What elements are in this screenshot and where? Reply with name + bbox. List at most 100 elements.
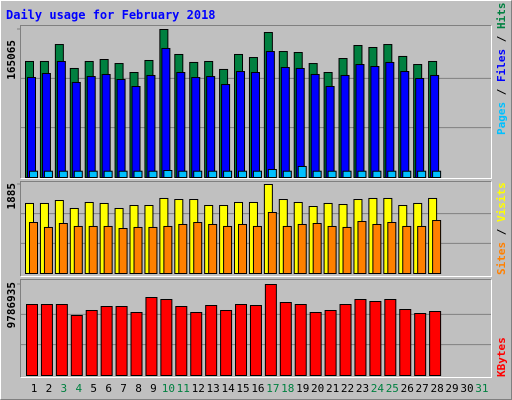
bar	[178, 223, 188, 274]
bar	[58, 222, 68, 274]
bar	[238, 223, 248, 274]
bar	[357, 221, 367, 275]
bar	[324, 309, 337, 377]
bar	[26, 303, 38, 376]
x-tick-label: 26	[401, 382, 414, 395]
bar	[206, 76, 216, 178]
x-tick-label: 13	[207, 382, 220, 395]
x-tick-label: 20	[311, 382, 324, 395]
bar	[146, 74, 156, 178]
bar	[208, 170, 218, 178]
x-tick-label: 8	[135, 382, 142, 395]
bar	[357, 170, 367, 178]
bar	[295, 67, 305, 178]
bar	[400, 71, 410, 178]
bar	[56, 60, 66, 178]
bar	[221, 84, 231, 178]
bar	[130, 311, 143, 376]
y-tick-label: 1885	[5, 183, 18, 210]
bar	[29, 170, 38, 178]
legend-separator: /	[495, 29, 508, 49]
bar	[118, 170, 128, 178]
bar	[41, 72, 51, 178]
legend-entry: Hits	[495, 3, 508, 30]
bar	[163, 225, 173, 274]
bar	[223, 170, 233, 178]
x-tick-label: 22	[341, 382, 354, 395]
bar	[175, 305, 188, 376]
bar	[265, 51, 275, 178]
bar	[131, 85, 141, 178]
bar	[178, 170, 188, 178]
bar	[429, 311, 442, 376]
bar	[415, 78, 425, 178]
bar	[220, 309, 233, 377]
bar	[29, 222, 38, 275]
x-tick-label: 10	[162, 382, 175, 395]
y-tick-label: 165065	[5, 40, 18, 80]
x-tick-label: 25	[386, 382, 399, 395]
bar	[387, 222, 397, 275]
x-tick-label: 19	[296, 382, 309, 395]
bar	[190, 311, 203, 376]
panel-frame	[20, 181, 492, 277]
bar	[282, 170, 292, 178]
bar	[43, 226, 53, 274]
bar	[148, 226, 158, 274]
bar	[71, 81, 81, 178]
bar	[312, 170, 322, 178]
bar	[267, 211, 277, 275]
bar	[417, 225, 427, 274]
bar	[267, 169, 277, 178]
y-tick-label: 9786935	[5, 282, 18, 328]
bar	[372, 223, 382, 274]
x-tick-label: 15	[236, 382, 249, 395]
bar	[325, 85, 335, 178]
bar	[235, 303, 248, 376]
bar	[103, 225, 113, 274]
bar	[264, 284, 277, 376]
legend: KBytes	[495, 337, 508, 377]
bar	[355, 64, 365, 178]
bar	[115, 305, 128, 376]
bar	[297, 165, 307, 179]
bar	[163, 170, 173, 179]
bar	[55, 303, 68, 376]
bar	[70, 314, 83, 377]
bar	[223, 225, 233, 274]
legend: Sites / Visits	[495, 182, 508, 275]
bar	[116, 78, 126, 178]
x-tick-label: 14	[221, 382, 235, 395]
panel-frame	[20, 181, 492, 277]
x-tick-label: 12	[192, 382, 205, 395]
bar	[297, 223, 307, 274]
bar	[27, 77, 36, 178]
chart-title: Daily usage for February 2018	[6, 8, 216, 22]
x-tick-label: 3	[61, 382, 68, 395]
legend-separator: /	[495, 222, 508, 242]
bar	[118, 228, 128, 274]
bar	[342, 170, 352, 178]
x-tick-label: 31	[475, 382, 488, 395]
x-tick-label: 24	[371, 382, 385, 395]
bar	[176, 72, 186, 178]
x-tick-label: 5	[90, 382, 97, 395]
bar	[40, 303, 53, 376]
bar	[309, 311, 322, 376]
bar	[160, 298, 173, 377]
bar	[133, 226, 143, 274]
x-tick-label: 21	[326, 382, 339, 395]
bar	[385, 61, 395, 178]
bar	[193, 222, 203, 275]
bar	[387, 170, 397, 178]
bar	[145, 296, 158, 376]
bar	[279, 302, 292, 377]
bar	[312, 222, 322, 274]
x-tick-label: 17	[266, 382, 279, 395]
x-tick-label: 7	[120, 382, 127, 395]
bar	[238, 170, 248, 178]
bar	[191, 77, 201, 178]
x-tick-label: 2	[46, 382, 53, 395]
bar	[208, 223, 218, 274]
